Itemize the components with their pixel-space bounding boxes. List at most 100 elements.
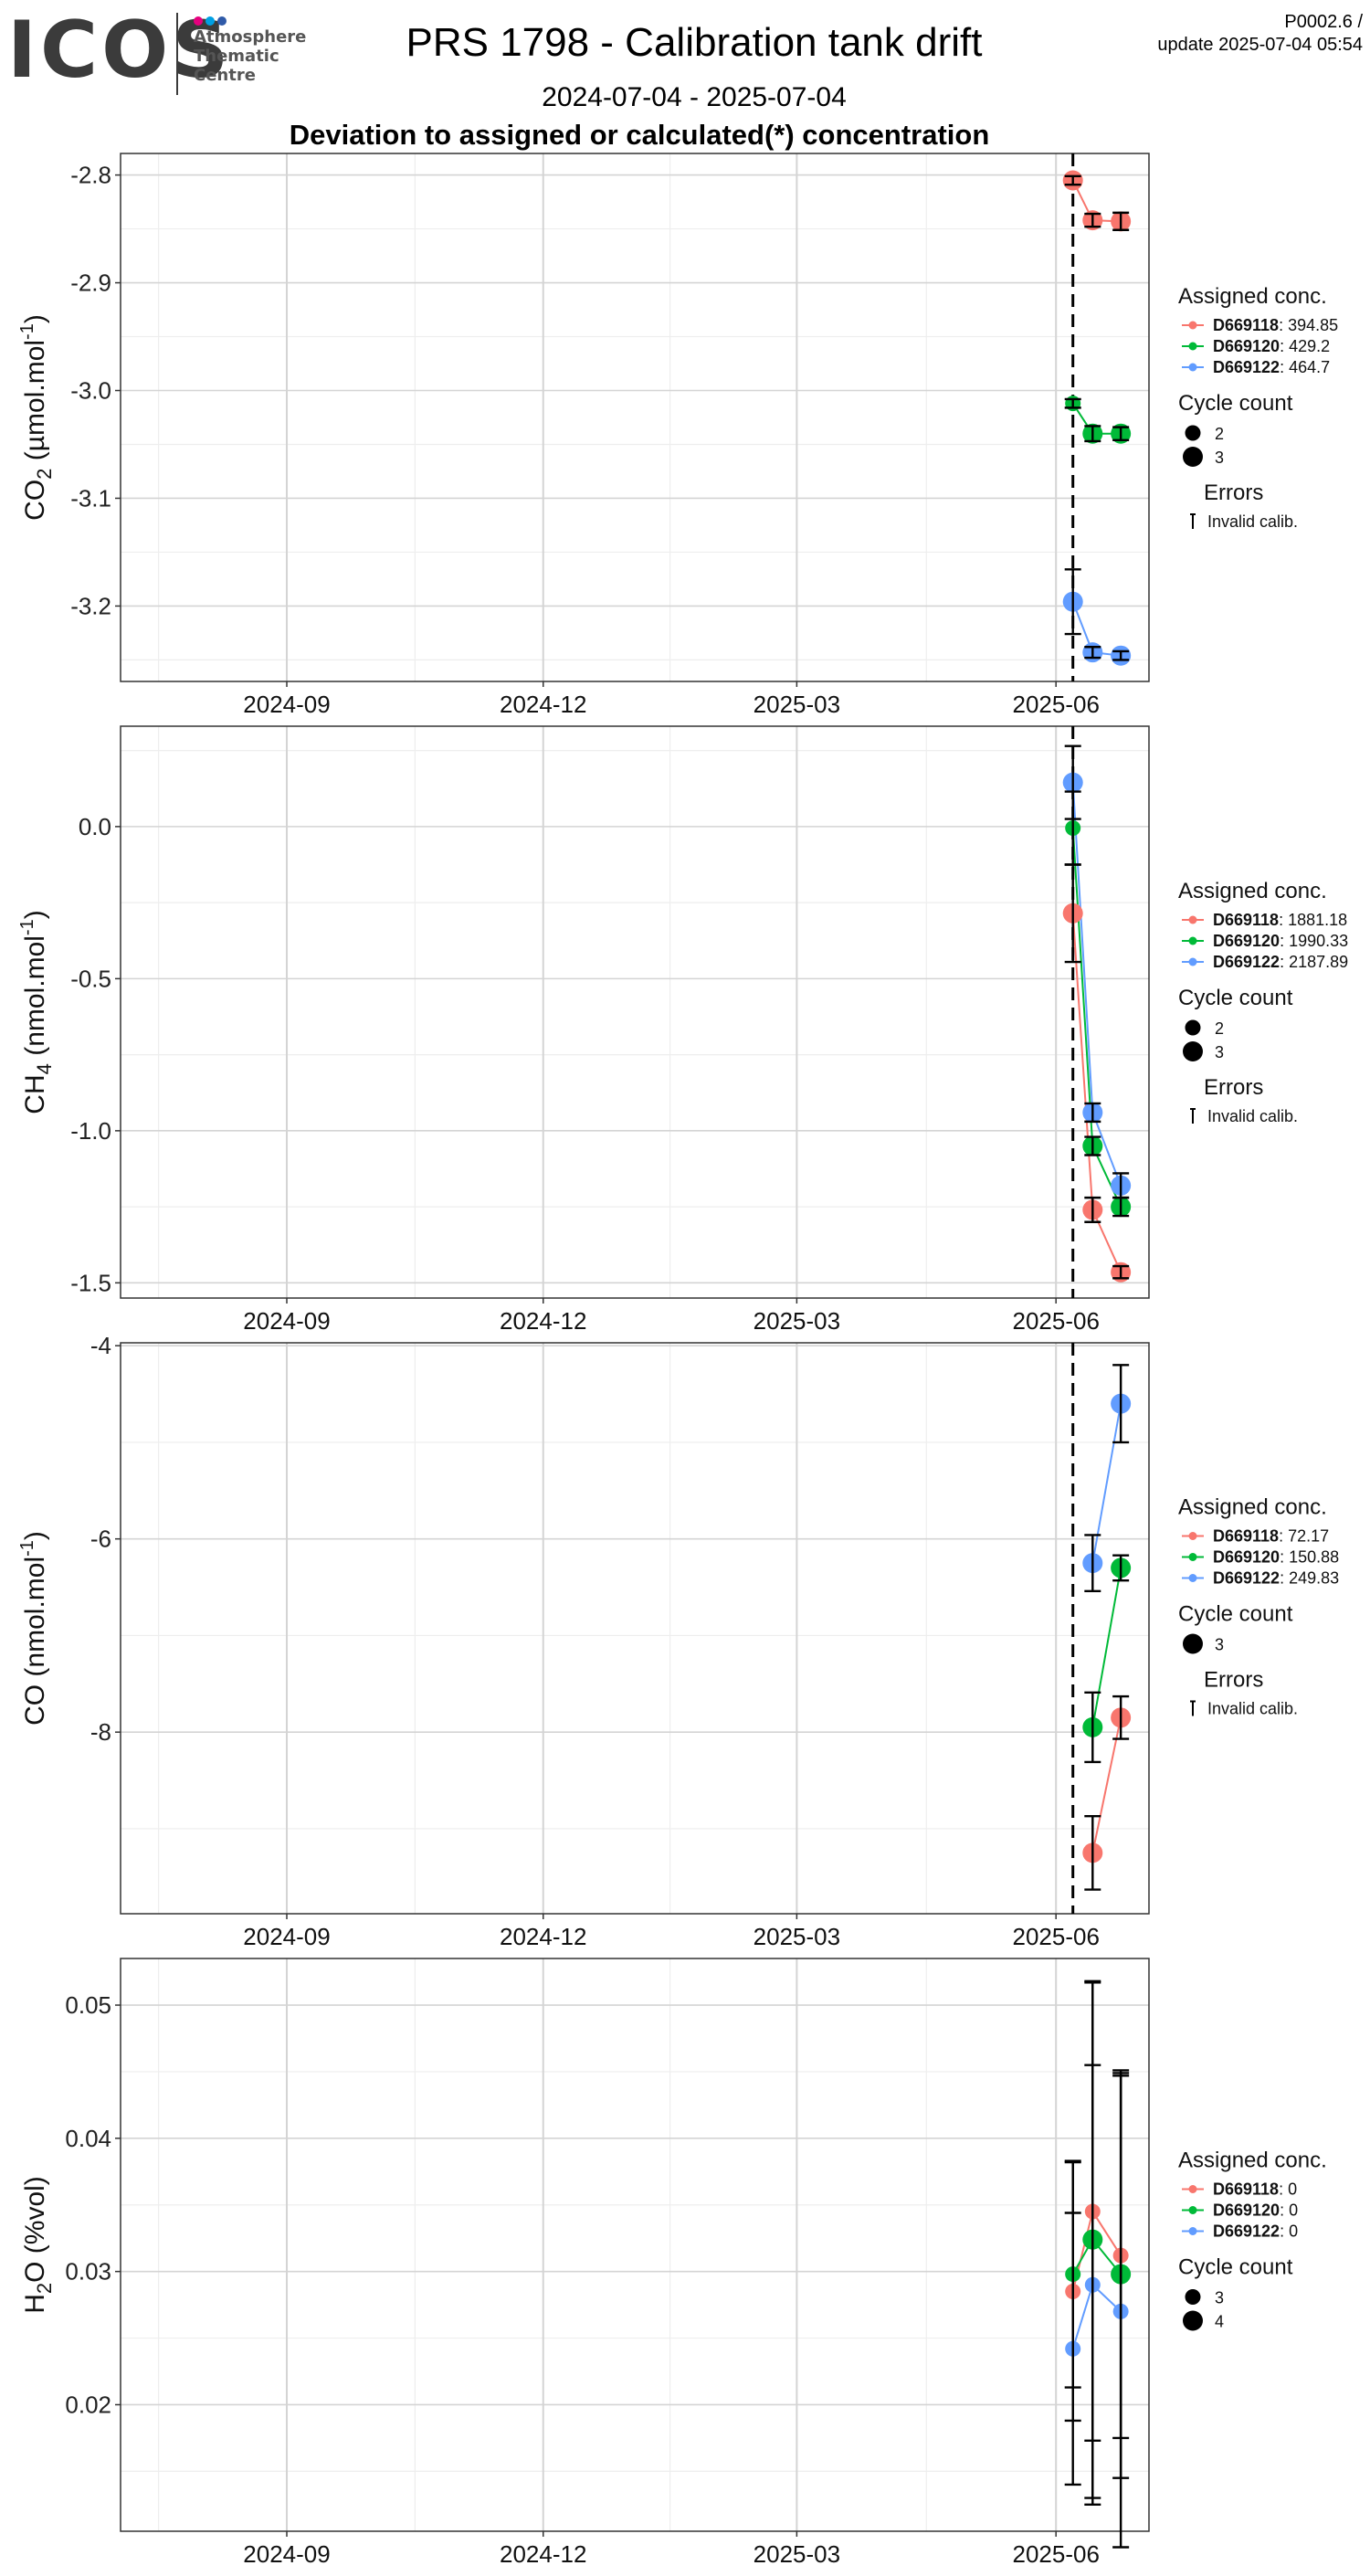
legend-item-d669118: D669118: 72.17: [1213, 1527, 1329, 1546]
error-bar-d669120: [1112, 1554, 1130, 1582]
version-info: P0002.6 / update 2025-07-04 05:54: [1157, 11, 1363, 57]
y-axis-label-close: ): [20, 1531, 50, 1540]
logo-dots-icon: [194, 14, 229, 30]
legend-cycle-label: 3: [1215, 449, 1224, 467]
error-bar-d669122: [1064, 568, 1081, 636]
panel-border: [120, 1958, 1150, 2532]
legend-cycle-label: 3: [1215, 1636, 1224, 1654]
error-bar-d669118: [1064, 174, 1081, 186]
error-bar-d669122: [1084, 1102, 1101, 1124]
legend-key-point: [1188, 2227, 1197, 2235]
legend-item-d669118: D669118: 0: [1213, 2180, 1297, 2199]
legend-item-value: : 1881.18: [1279, 911, 1347, 929]
legend-title-errors: Errors: [1204, 1668, 1263, 1693]
x-tick-label: 2025-03: [754, 1307, 840, 1335]
x-tick-label: 2024-12: [500, 691, 586, 718]
chart-panel-co2: -3.2 -3.1 -3.0 -2.9 -2.8 2024-09 2024-12 2025-0…: [17, 153, 1338, 718]
legend-cycle-key: [1185, 1019, 1201, 1036]
error-bar-d669122: [1084, 646, 1101, 660]
x-tick-label: 2024-12: [500, 1923, 586, 1950]
y-axis-label: CO2 (µmol.mol-1): [17, 314, 56, 521]
error-bar-d669120: [1064, 397, 1081, 409]
y-axis-label-main: CH: [20, 1074, 50, 1114]
legend-item-name: D669120: [1213, 1548, 1280, 1567]
legend-item-d669122: D669122: 249.83: [1213, 1569, 1339, 1588]
error-bar-d669118: [1112, 211, 1130, 231]
legend-cycle-label: 3: [1215, 2289, 1224, 2307]
x-tick-label: 2025-06: [1012, 1307, 1099, 1335]
y-tick-label: -8: [90, 1718, 111, 1746]
legend-item-name: D669120: [1213, 2201, 1280, 2220]
legend-cycle-key: [1185, 425, 1201, 441]
x-tick-label: 2025-06: [1012, 691, 1099, 718]
series-line-d669120: [1091, 1568, 1122, 1728]
update-label: update 2025-07-04 05:54: [1157, 35, 1363, 55]
logo-line-2: Thematic: [194, 47, 279, 66]
legend-item-name: D669122: [1213, 1569, 1280, 1588]
y-axis-label-sub: 4: [33, 1063, 56, 1074]
legend-item-value: : 72.17: [1279, 1527, 1329, 1546]
y-tick-label: 0.04: [65, 2125, 111, 2152]
y-tick-label: -4: [90, 1332, 111, 1359]
y-axis-label-sup: -1: [17, 1540, 37, 1557]
y-tick-label: 0.0: [79, 813, 111, 840]
y-axis-label-unit: (µmol.mol: [20, 340, 50, 469]
icos-logo: ICOS: [7, 5, 233, 96]
legend-title-assigned: Assigned conc.: [1178, 1495, 1327, 1520]
legend-cycle-key: [1183, 447, 1203, 467]
legend-item-name: D669118: [1213, 1527, 1279, 1546]
y-tick-label: 0.02: [65, 2391, 111, 2418]
series-line-d669122: [1071, 782, 1122, 1187]
y-axis-label: CO (nmol.mol-1): [17, 1531, 50, 1726]
legend-item-d669118: D669118: 394.85: [1213, 316, 1338, 334]
legend-item-value: : 2187.89: [1280, 953, 1348, 971]
legend-item-value: : 394.85: [1279, 316, 1338, 334]
error-bar-d669122: [1064, 744, 1081, 820]
error-bar-d669118: [1084, 212, 1101, 228]
legend-item-name: D669122: [1213, 953, 1280, 971]
legend-key-point: [1188, 1574, 1197, 1582]
legend-title-assigned: Assigned conc.: [1178, 284, 1327, 309]
legend-key-point: [1188, 2206, 1197, 2214]
logo-line-3: Centre: [194, 66, 256, 85]
legend-error-label: Invalid calib.: [1207, 1700, 1298, 1718]
legend-cycle-key: [1183, 1633, 1203, 1654]
legend-key-point: [1188, 342, 1197, 351]
logo-dot-2: [206, 16, 215, 26]
panel-border: [120, 153, 1150, 682]
error-bar-d669120: [1084, 1691, 1101, 1764]
y-tick-label: 0.05: [65, 1991, 111, 2019]
y-tick-label: 0.03: [65, 2258, 111, 2286]
legend: Assigned conc. D669118: 1881.18 D669120 : 1…: [1178, 879, 1348, 1125]
y-axis-label-unit: (nmol.mol: [20, 1557, 50, 1684]
error-bar-d669120: [1084, 425, 1101, 443]
y-tick-label: -6: [90, 1526, 111, 1553]
legend-item-name: D669120: [1213, 337, 1280, 355]
x-tick-label: 2025-03: [754, 691, 840, 718]
version-label: P0002.6 /: [1284, 12, 1363, 32]
y-tick-label: -2.9: [70, 269, 111, 297]
legend-cycle-label: 2: [1215, 425, 1224, 443]
y-axis-label: CH4 (nmol.mol-1): [17, 910, 56, 1114]
y-axis-label-main: CO: [20, 480, 50, 521]
error-bar-d669122: [1084, 1534, 1101, 1592]
legend-title-assigned: Assigned conc.: [1178, 879, 1327, 903]
legend-key-point: [1188, 1553, 1197, 1561]
x-tick-label: 2024-09: [243, 1307, 330, 1335]
legend-title-cycle-count: Cycle count: [1178, 986, 1293, 1010]
y-tick-label: -2.8: [70, 162, 111, 189]
legend-item-value: : 150.88: [1280, 1548, 1339, 1567]
chart-panel-ch4: -1.5 -1.0 -0.5 0.0 2024-09 2024-12 2025-03 2025…: [17, 725, 1348, 1335]
legend-item-name: D669120: [1213, 932, 1280, 950]
chart-panel-h2o: 0.02 0.03 0.04 0.05 2024-09 2024-12 2025-03 202…: [20, 1958, 1327, 2568]
legend-item-value: : 0: [1280, 2201, 1298, 2220]
legend-error-label: Invalid calib.: [1207, 1107, 1298, 1125]
legend-item-d669118: D669118: 1881.18: [1213, 911, 1347, 929]
legend-item-d669120: D669120: 150.88: [1213, 1548, 1339, 1567]
y-tick-label: -3.2: [70, 592, 111, 619]
legend-item-name: D669122: [1213, 2222, 1280, 2241]
legend-title-cycle-count: Cycle count: [1178, 1602, 1293, 1627]
y-tick-label: -3.1: [70, 484, 111, 512]
